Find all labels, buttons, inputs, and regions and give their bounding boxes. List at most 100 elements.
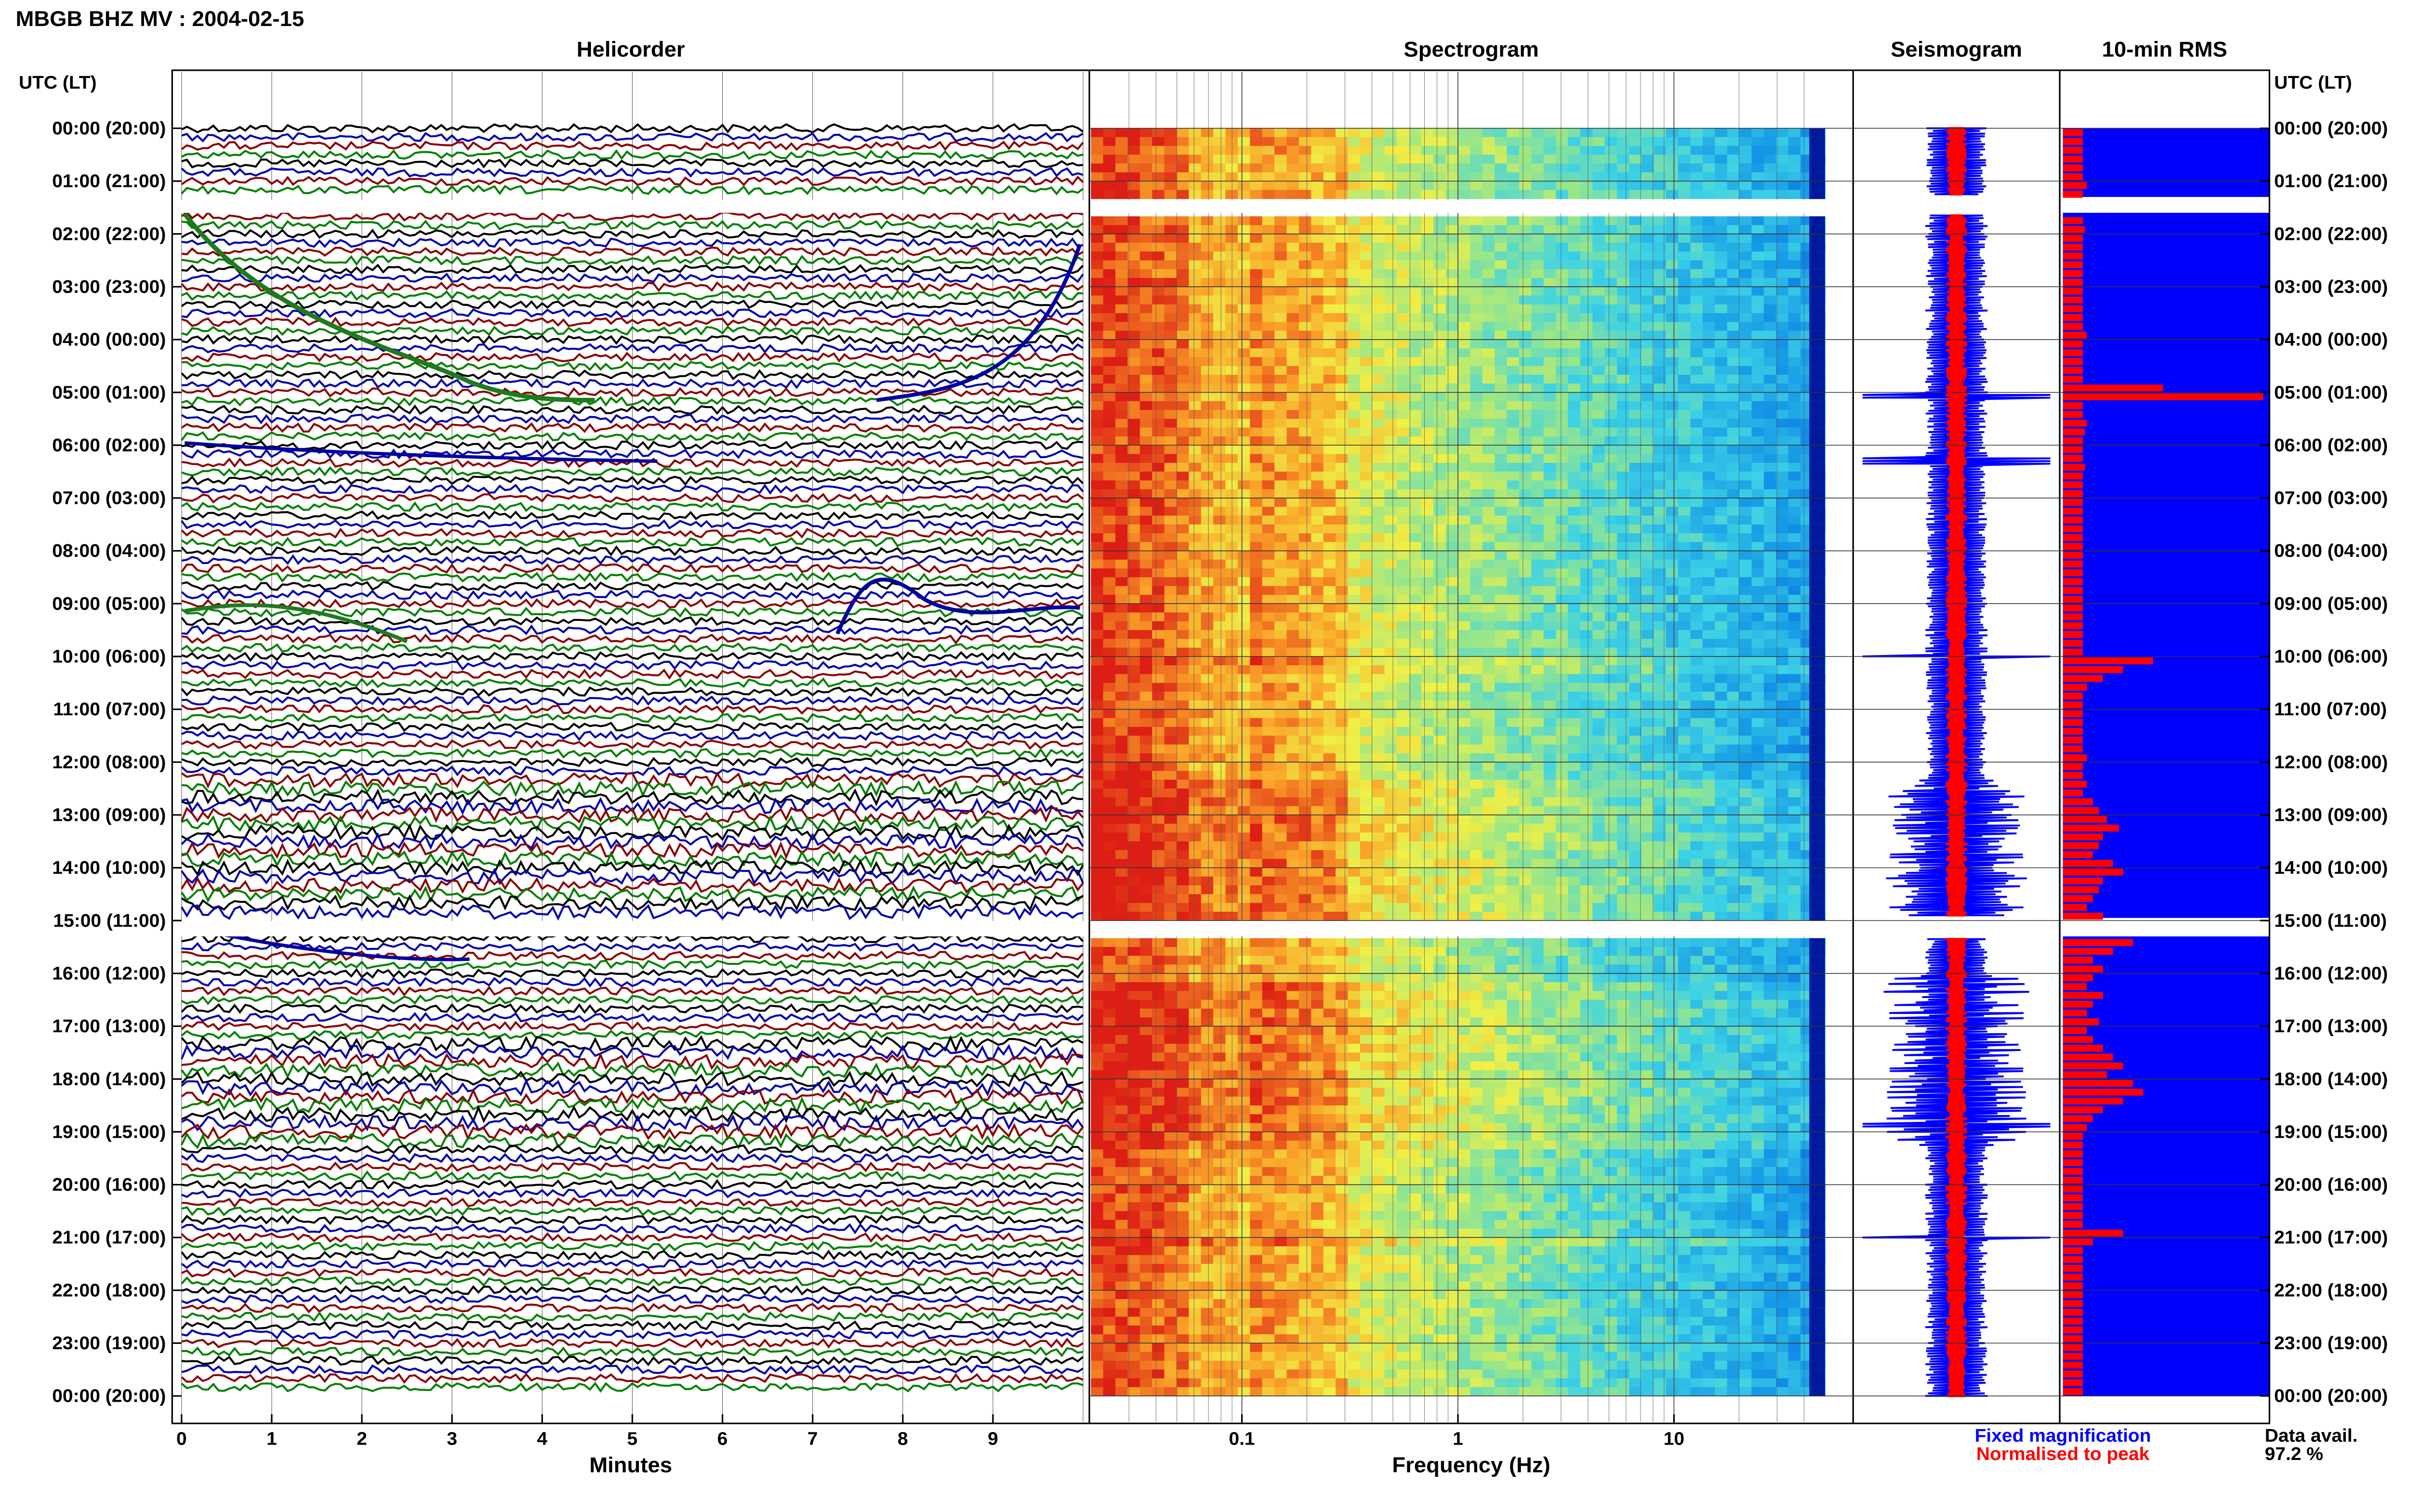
spectrogram-cell	[1727, 542, 1740, 552]
spectrogram-cell	[1580, 744, 1593, 754]
spectrogram-cell	[1409, 462, 1422, 472]
spectrogram-cell	[1751, 639, 1764, 648]
spectrogram-cell	[1201, 295, 1214, 305]
spectrogram-cell	[1115, 401, 1128, 410]
spectrogram-cell	[1702, 515, 1716, 525]
spectrogram-cell	[1323, 427, 1337, 437]
spectrogram-cell	[1091, 489, 1104, 499]
spectrogram-cell	[1809, 163, 1825, 173]
spectrogram-cell	[1727, 181, 1740, 190]
spectrogram-cell	[1641, 806, 1655, 815]
spectrogram-cell	[1629, 480, 1642, 490]
spectrogram-cell	[1458, 806, 1471, 815]
spectrogram-cell	[1336, 322, 1349, 331]
spectrogram-cell	[1641, 533, 1655, 542]
spectrogram-cell	[1237, 736, 1251, 745]
spectrogram-cell	[1348, 137, 1361, 146]
spectrogram-cell	[1556, 542, 1569, 552]
spectrogram-cell	[1809, 304, 1825, 314]
spectrogram-cell	[1384, 674, 1398, 684]
spectrogram-cell	[1115, 551, 1128, 560]
spectrogram-cell	[1127, 832, 1140, 842]
spectrogram-cell	[1702, 401, 1716, 410]
spectrogram-cell	[1421, 392, 1434, 402]
spectrogram-cell	[1788, 771, 1801, 780]
spectrogram-cell	[1568, 806, 1581, 815]
spectrogram-cell	[1776, 700, 1789, 710]
spectrogram-cell	[1629, 718, 1642, 727]
spectrogram-cell	[1445, 612, 1458, 622]
spectrogram-cell	[1654, 445, 1667, 455]
spectrogram-cell	[1776, 542, 1789, 552]
spectrogram-cell	[1286, 515, 1299, 525]
spectrogram-cell	[1433, 480, 1446, 490]
spectrogram-cell	[1250, 401, 1263, 410]
spectrogram-cell	[1298, 736, 1312, 745]
spectrogram-cell	[1372, 145, 1385, 155]
spectrogram-cell	[1458, 815, 1471, 824]
spectrogram-cell	[1568, 586, 1581, 595]
spectrogram-cell	[1409, 330, 1422, 340]
spectrogram-cell	[1629, 744, 1642, 754]
spectrogram-cell	[1336, 691, 1349, 701]
spectrogram-cell	[1201, 832, 1214, 842]
spectrogram-cell	[1176, 260, 1190, 270]
spectrogram-cell	[1372, 322, 1385, 331]
spectrogram-cell	[1262, 656, 1275, 666]
spectrogram-cell	[1115, 454, 1128, 463]
spectrogram-cell	[1298, 287, 1312, 296]
spectrogram-cell	[1763, 251, 1777, 261]
spectrogram-cell	[1715, 771, 1728, 780]
spectrogram-cell	[1237, 630, 1251, 639]
spectrogram-cell	[1336, 559, 1349, 569]
spectrogram-cell	[1556, 577, 1569, 587]
spectrogram-cell	[1641, 287, 1655, 296]
spectrogram-cell	[1776, 789, 1789, 798]
spectrogram-cell	[1715, 779, 1728, 789]
spectrogram-cell	[1604, 665, 1618, 675]
spectrogram-cell	[1262, 621, 1275, 631]
spectrogram-cell	[1176, 771, 1190, 780]
spectrogram-cell	[1690, 251, 1703, 261]
spectrogram-cell	[1809, 278, 1825, 287]
spectrogram-cell	[1507, 480, 1520, 490]
spectrogram-cell	[1641, 779, 1655, 789]
spectrogram-cell	[1458, 137, 1471, 146]
spectrogram-cell	[1091, 234, 1104, 243]
spectrogram-cell	[1751, 242, 1764, 252]
spectrogram-cell	[1237, 594, 1251, 604]
spectrogram-cell	[1384, 375, 1398, 384]
spectrogram-cell	[1690, 375, 1703, 384]
spectrogram-cell	[1384, 216, 1398, 225]
spectrogram-cell	[1189, 594, 1202, 604]
spectrogram-cell	[1458, 357, 1471, 367]
spectrogram-cell	[1091, 366, 1104, 375]
spectrogram-cell	[1809, 639, 1825, 648]
spectrogram-cell	[1397, 832, 1410, 842]
spectrogram-cell	[1507, 436, 1520, 446]
spectrogram-cell	[1727, 427, 1740, 437]
spectrogram-cell	[1176, 339, 1190, 349]
spectrogram-cell	[1641, 621, 1655, 631]
spectrogram-cell	[1311, 542, 1324, 552]
spectrogram-cell	[1629, 410, 1642, 420]
spectrogram-cell	[1336, 841, 1349, 851]
spectrogram-cell	[1470, 251, 1483, 261]
spectrogram-cell	[1336, 330, 1349, 340]
spectrogram-cell	[1763, 621, 1777, 631]
spectrogram-cell	[1213, 375, 1226, 384]
spectrogram-cell	[1176, 145, 1190, 155]
spectrogram-cell	[1445, 269, 1458, 278]
spectrogram-cell	[1482, 260, 1496, 270]
spectrogram-cell	[1445, 348, 1458, 358]
spectrogram-cell	[1189, 234, 1202, 243]
spectrogram-cell	[1763, 287, 1777, 296]
spectrogram-cell	[1727, 621, 1740, 631]
spectrogram-cell	[1788, 348, 1801, 358]
spectrogram-cell	[1654, 419, 1667, 428]
spectrogram-cell	[1152, 594, 1165, 604]
spectrogram-cell	[1274, 718, 1287, 727]
spectrogram-cell	[1470, 639, 1483, 648]
spectrogram-cell	[1727, 339, 1740, 349]
spectrogram-cell	[1213, 145, 1226, 155]
